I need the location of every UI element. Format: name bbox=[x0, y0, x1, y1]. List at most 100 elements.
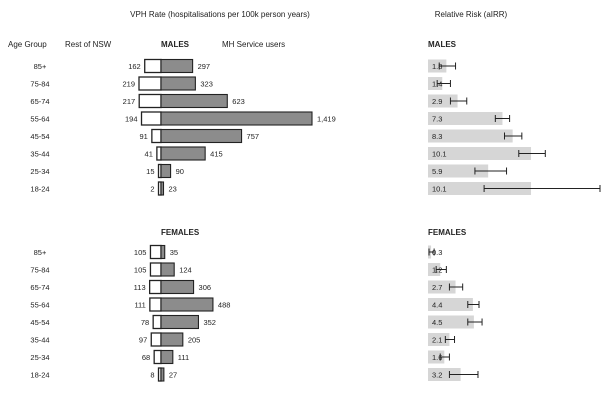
rr-value-males-25-34: 5.9 bbox=[432, 167, 442, 176]
rest-value-males-85+: 162 bbox=[128, 62, 141, 71]
rr-bar-females-35-44 bbox=[428, 333, 450, 346]
mh-value-females-75-84: 124 bbox=[179, 266, 192, 275]
rest-bar-females-85+ bbox=[149, 244, 162, 260]
age-label-males-35-44: 35-44 bbox=[30, 150, 49, 159]
mh-bar-males-55-64 bbox=[160, 111, 313, 126]
rest-value-females-18-24: 8 bbox=[150, 371, 154, 380]
mh-bar-males-18-24 bbox=[160, 181, 165, 196]
mh-value-females-25-34: 111 bbox=[178, 353, 189, 362]
rest-bar-males-75-84 bbox=[138, 76, 162, 91]
rr-value-males-55-64: 7.3 bbox=[432, 115, 442, 124]
vph-title: VPH Rate (hospitalisations per 100k pers… bbox=[130, 10, 310, 19]
mh-bar-females-85+ bbox=[160, 244, 166, 260]
age-label-females-75-84: 75-84 bbox=[30, 266, 49, 275]
rest-bar-females-75-84 bbox=[149, 262, 162, 277]
rr-bar-males-18-24 bbox=[428, 182, 532, 195]
vph-group-label-males: MALES bbox=[161, 40, 190, 49]
mh-value-females-85+: 35 bbox=[170, 248, 178, 257]
mh-bar-males-45-54 bbox=[160, 128, 243, 144]
rr-value-females-75-84: 1.2 bbox=[432, 266, 442, 275]
rest-value-males-35-44: 41 bbox=[145, 150, 153, 159]
mh-value-females-55-64: 488 bbox=[218, 301, 231, 310]
rr-value-females-45-54: 4.5 bbox=[432, 318, 442, 327]
age-label-males-65-74: 65-74 bbox=[30, 97, 49, 106]
rest-bar-males-65-74 bbox=[138, 93, 162, 109]
mh-bar-males-65-74 bbox=[160, 93, 228, 109]
age-label-males-75-84: 75-84 bbox=[30, 80, 49, 89]
rest-value-females-35-44: 97 bbox=[139, 336, 147, 345]
rest-value-males-55-64: 194 bbox=[125, 115, 138, 124]
mh-value-females-45-54: 352 bbox=[203, 318, 216, 327]
rr-value-males-35-44: 10.1 bbox=[432, 150, 447, 159]
mh-bar-males-25-34 bbox=[160, 163, 172, 179]
age-label-females-45-54: 45-54 bbox=[30, 318, 49, 327]
mh-bar-females-25-34 bbox=[160, 349, 174, 365]
rest-bar-females-45-54 bbox=[152, 314, 162, 330]
mh-value-males-75-84: 323 bbox=[200, 80, 213, 89]
vph-group-label-females: FEMALES bbox=[161, 228, 200, 237]
rest-bar-females-25-34 bbox=[153, 349, 162, 365]
rest-value-females-85+: 105 bbox=[134, 248, 147, 257]
rest-value-females-45-54: 78 bbox=[141, 318, 149, 327]
rr-group-label-females: FEMALES bbox=[428, 228, 467, 237]
mh-bar-females-75-84 bbox=[160, 262, 175, 277]
mh-bar-females-55-64 bbox=[160, 297, 214, 312]
rr-bar-males-55-64 bbox=[428, 112, 503, 125]
rest-of-nsw-header: Rest of NSW bbox=[65, 40, 112, 49]
age-label-females-65-74: 65-74 bbox=[30, 283, 49, 292]
rest-bar-males-45-54 bbox=[151, 128, 162, 144]
rest-value-males-25-34: 15 bbox=[146, 167, 154, 176]
rest-bar-females-55-64 bbox=[149, 297, 162, 312]
rest-bar-females-65-74 bbox=[148, 279, 162, 295]
mh-bar-females-18-24 bbox=[160, 367, 165, 382]
rr-group-label-males: MALES bbox=[428, 40, 457, 49]
age-label-males-25-34: 25-34 bbox=[30, 167, 49, 176]
mh-value-females-65-74: 306 bbox=[199, 283, 212, 292]
rest-bar-males-35-44 bbox=[156, 146, 162, 161]
rr-value-males-75-84: 1.4 bbox=[432, 80, 442, 89]
rest-value-females-75-84: 105 bbox=[134, 266, 147, 275]
rest-bar-males-55-64 bbox=[140, 111, 162, 126]
mh-bar-males-35-44 bbox=[160, 146, 206, 161]
mh-value-males-85+: 297 bbox=[198, 62, 211, 71]
rest-value-males-65-74: 217 bbox=[123, 97, 136, 106]
rest-value-males-75-84: 219 bbox=[122, 80, 135, 89]
mh-service-users-header: MH Service users bbox=[222, 40, 285, 49]
mh-value-males-25-34: 90 bbox=[176, 167, 184, 176]
mh-bar-males-75-84 bbox=[160, 76, 196, 91]
rr-bar-females-45-54 bbox=[428, 315, 474, 329]
rest-value-females-65-74: 113 bbox=[134, 283, 146, 292]
rr-value-females-35-44: 2.1 bbox=[432, 336, 442, 345]
rr-value-males-45-54: 8.3 bbox=[432, 132, 442, 141]
mh-value-males-35-44: 415 bbox=[210, 150, 223, 159]
age-label-females-55-64: 55-64 bbox=[30, 301, 49, 310]
rr-bar-females-18-24 bbox=[428, 368, 461, 381]
rr-value-males-85+: 1.8 bbox=[432, 62, 442, 71]
rr-value-females-85+: 0.3 bbox=[432, 248, 442, 257]
rr-bar-females-75-84 bbox=[428, 263, 441, 276]
age-group-header: Age Group bbox=[8, 40, 47, 49]
mh-bar-males-85+ bbox=[160, 58, 194, 74]
rest-value-males-45-54: 91 bbox=[140, 132, 148, 141]
rr-title: Relative Risk (aIRR) bbox=[435, 10, 508, 19]
age-label-females-18-24: 18-24 bbox=[30, 371, 49, 380]
age-label-males-18-24: 18-24 bbox=[30, 185, 49, 194]
mh-bar-females-45-54 bbox=[160, 314, 200, 330]
age-label-females-85+: 85+ bbox=[34, 248, 47, 257]
mh-value-females-35-44: 205 bbox=[188, 336, 201, 345]
mh-value-males-55-64: 1,419 bbox=[317, 115, 336, 124]
mh-bar-females-35-44 bbox=[160, 332, 184, 347]
rest-value-males-18-24: 2 bbox=[150, 185, 154, 194]
rr-value-males-65-74: 2.9 bbox=[432, 97, 442, 106]
mh-value-males-18-24: 23 bbox=[169, 185, 177, 194]
rest-value-females-55-64: 111 bbox=[134, 301, 145, 310]
rr-value-females-18-24: 3.2 bbox=[432, 371, 442, 380]
rr-bar-males-75-84 bbox=[428, 77, 443, 90]
rr-bar-females-65-74 bbox=[428, 280, 456, 294]
rr-bar-males-25-34 bbox=[428, 164, 489, 178]
age-label-males-45-54: 45-54 bbox=[30, 132, 49, 141]
rest-bar-females-35-44 bbox=[150, 332, 162, 347]
rr-value-females-25-34: 1.6 bbox=[432, 353, 442, 362]
mh-value-males-45-54: 757 bbox=[247, 132, 260, 141]
